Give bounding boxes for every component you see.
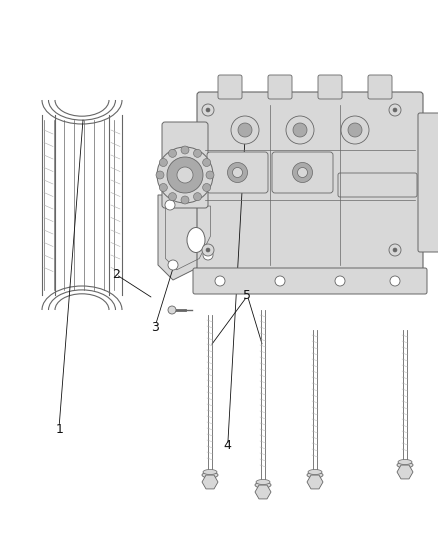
Circle shape bbox=[389, 244, 401, 256]
Circle shape bbox=[169, 192, 177, 200]
Ellipse shape bbox=[256, 480, 270, 484]
Circle shape bbox=[165, 200, 175, 210]
Circle shape bbox=[181, 146, 189, 154]
Circle shape bbox=[293, 123, 307, 137]
Ellipse shape bbox=[203, 470, 217, 474]
FancyBboxPatch shape bbox=[207, 152, 268, 193]
FancyBboxPatch shape bbox=[368, 75, 392, 99]
Circle shape bbox=[157, 147, 213, 203]
FancyBboxPatch shape bbox=[193, 268, 427, 294]
Circle shape bbox=[335, 276, 345, 286]
Circle shape bbox=[348, 123, 362, 137]
Circle shape bbox=[169, 149, 177, 157]
Circle shape bbox=[203, 158, 211, 166]
Circle shape bbox=[297, 167, 307, 177]
Circle shape bbox=[393, 108, 397, 112]
Circle shape bbox=[177, 167, 193, 183]
Circle shape bbox=[168, 260, 178, 270]
Text: 5: 5 bbox=[244, 289, 251, 302]
Circle shape bbox=[194, 149, 201, 157]
Text: 2: 2 bbox=[112, 268, 120, 281]
Circle shape bbox=[233, 167, 243, 177]
Text: 1: 1 bbox=[55, 423, 63, 435]
Polygon shape bbox=[158, 195, 218, 280]
Circle shape bbox=[181, 196, 189, 204]
FancyBboxPatch shape bbox=[197, 92, 423, 283]
Circle shape bbox=[390, 276, 400, 286]
Ellipse shape bbox=[397, 462, 413, 468]
Circle shape bbox=[393, 248, 397, 252]
Ellipse shape bbox=[187, 228, 205, 253]
Circle shape bbox=[206, 171, 214, 179]
FancyBboxPatch shape bbox=[218, 75, 242, 99]
Circle shape bbox=[341, 116, 369, 144]
Circle shape bbox=[202, 104, 214, 116]
Circle shape bbox=[167, 157, 203, 193]
Circle shape bbox=[206, 248, 210, 252]
Circle shape bbox=[227, 163, 247, 182]
FancyBboxPatch shape bbox=[268, 75, 292, 99]
Circle shape bbox=[215, 276, 225, 286]
Text: 3: 3 bbox=[152, 321, 159, 334]
Circle shape bbox=[389, 104, 401, 116]
Circle shape bbox=[293, 163, 312, 182]
Circle shape bbox=[275, 276, 285, 286]
Ellipse shape bbox=[255, 482, 271, 488]
Ellipse shape bbox=[307, 472, 323, 478]
Circle shape bbox=[286, 116, 314, 144]
Circle shape bbox=[202, 244, 214, 256]
Circle shape bbox=[194, 192, 201, 200]
Circle shape bbox=[238, 123, 252, 137]
Circle shape bbox=[168, 306, 176, 314]
Circle shape bbox=[203, 250, 213, 260]
Ellipse shape bbox=[308, 470, 322, 474]
Ellipse shape bbox=[202, 472, 218, 478]
Circle shape bbox=[156, 171, 164, 179]
Circle shape bbox=[159, 158, 167, 166]
Circle shape bbox=[159, 183, 167, 191]
Ellipse shape bbox=[398, 459, 412, 464]
FancyBboxPatch shape bbox=[272, 152, 333, 193]
Circle shape bbox=[231, 116, 259, 144]
FancyBboxPatch shape bbox=[338, 173, 417, 197]
Text: 4: 4 bbox=[224, 439, 232, 451]
FancyBboxPatch shape bbox=[318, 75, 342, 99]
FancyBboxPatch shape bbox=[418, 113, 438, 252]
Circle shape bbox=[206, 108, 210, 112]
FancyBboxPatch shape bbox=[162, 122, 208, 208]
Circle shape bbox=[203, 183, 211, 191]
